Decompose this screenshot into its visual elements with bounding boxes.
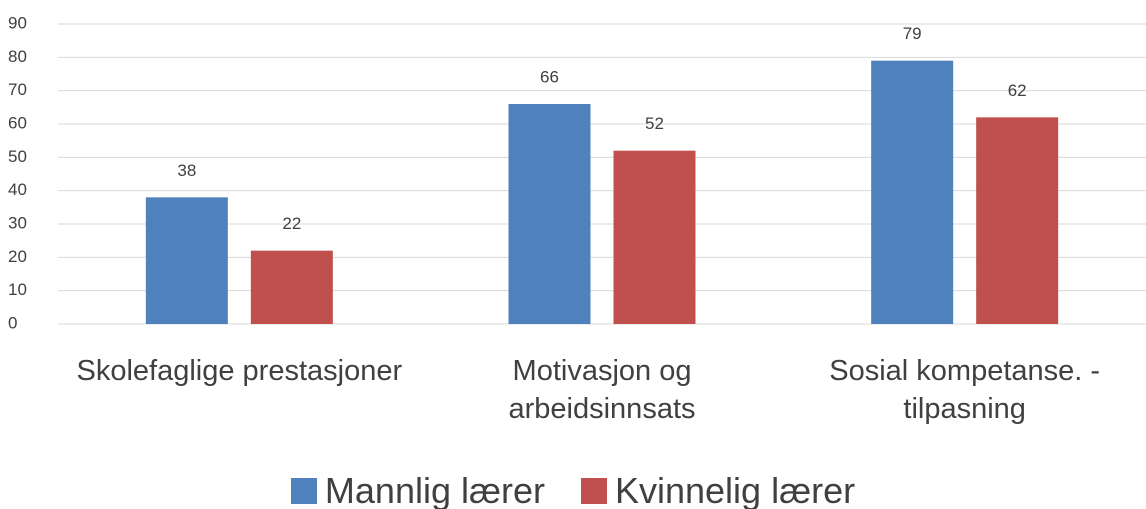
y-tick-label: 90: [8, 13, 27, 32]
bar: [145, 197, 228, 324]
y-tick-label: 10: [8, 280, 27, 299]
data-label: 79: [903, 24, 922, 43]
data-label: 66: [540, 67, 559, 86]
y-tick-label: 70: [8, 80, 27, 99]
x-tick-label: Motivasjon og arbeidsinnsats: [508, 355, 696, 425]
x-tick-label: Skolefaglige prestasjoner: [76, 355, 403, 387]
x-tick-label: Sosial kompetanse. - tilpasning: [829, 355, 1101, 425]
legend-swatch: [580, 478, 607, 504]
legend-item: Mannlig lærer: [290, 470, 545, 509]
y-tick-label: 30: [8, 213, 27, 232]
data-label: 38: [177, 161, 196, 180]
bar: [613, 150, 696, 324]
bar: [508, 104, 591, 324]
y-tick-label: 40: [8, 180, 27, 199]
y-tick-label: 50: [8, 147, 27, 166]
data-label: 62: [1008, 81, 1027, 100]
bar: [250, 250, 333, 324]
legend: Mannlig lærer Kvinnelig lærer: [0, 470, 1146, 509]
legend-swatch: [290, 478, 317, 504]
data-label: 22: [282, 214, 301, 233]
legend-item: Kvinnelig lærer: [580, 470, 856, 509]
y-tick-label: 60: [8, 113, 27, 132]
bar: [871, 60, 954, 325]
legend-label: Kvinnelig lærer: [614, 470, 856, 509]
bar: [976, 117, 1059, 324]
legend-label: Mannlig lærer: [324, 470, 545, 509]
y-tick-label: 20: [8, 247, 27, 266]
y-tick-label: 80: [8, 47, 27, 66]
data-label: 52: [645, 114, 664, 133]
y-tick-label: 0: [8, 313, 17, 332]
